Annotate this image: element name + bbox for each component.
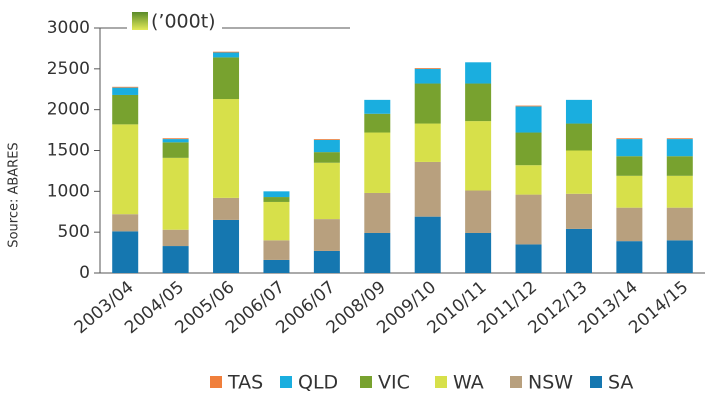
bar-segment: [414, 216, 441, 273]
bar-segment: [162, 138, 189, 140]
legend-label: TAS: [227, 372, 263, 394]
bar-segment: [112, 231, 139, 273]
bar-segment: [666, 139, 693, 157]
y-tick-label: 2500: [47, 59, 90, 79]
bar-segment: [515, 105, 542, 107]
bar-segment: [565, 99, 592, 124]
bar-segment: [565, 193, 592, 229]
bar-segment: [313, 139, 340, 140]
bar-segment: [465, 62, 492, 84]
bar-segment: [162, 142, 189, 158]
y-tick-label: 500: [58, 222, 90, 242]
y-tick-label: 1000: [47, 181, 90, 201]
source-note: Source: ABARES: [7, 142, 22, 247]
bar-segment: [213, 57, 240, 100]
bar-segment: [515, 244, 542, 273]
bar-segment: [112, 124, 139, 215]
bar-segment: [515, 194, 542, 245]
bar-segment: [414, 68, 441, 69]
bar-segment: [666, 156, 693, 176]
bar-segment: [565, 228, 592, 273]
legend-swatch: [435, 376, 447, 388]
bar-segment: [313, 250, 340, 273]
bar-segment: [666, 138, 693, 140]
legend-label: SA: [608, 372, 633, 394]
bar-segment: [263, 197, 290, 202]
bar-segment: [263, 201, 290, 241]
bar-segment: [364, 99, 391, 114]
bar-segment: [515, 132, 542, 166]
bar-segment: [364, 192, 391, 233]
bar-segment: [162, 139, 189, 143]
bar-segment: [515, 165, 542, 195]
bar-segment: [213, 51, 240, 53]
bar-segment: [213, 99, 240, 198]
bar-segment: [465, 190, 492, 233]
legend-swatch: [280, 376, 292, 388]
legend-label: WA: [453, 372, 484, 394]
legend-swatch: [210, 376, 222, 388]
bar-segment: [112, 214, 139, 232]
bar-segment: [162, 229, 189, 247]
bar-segment: [414, 68, 441, 84]
y-tick-label: 3000: [47, 18, 90, 38]
bar-segment: [263, 240, 290, 260]
bar-segment: [213, 219, 240, 273]
legend-label: QLD: [298, 372, 338, 394]
bar-segment: [414, 83, 441, 124]
bar-segment: [666, 175, 693, 208]
bar-segment: [515, 106, 542, 133]
bar-segment: [263, 259, 290, 273]
bar-segment: [364, 232, 391, 273]
bar-segment: [112, 87, 139, 95]
bar-segment: [414, 123, 441, 162]
bar-segment: [616, 175, 643, 208]
legend-swatch: [510, 376, 522, 388]
bar-segment: [112, 94, 139, 125]
bar-segment: [313, 219, 340, 251]
bar-segment: [666, 207, 693, 241]
bar-segment: [313, 152, 340, 163]
bar-segment: [263, 191, 290, 198]
bar-segment: [465, 232, 492, 273]
unit-label: (’000t): [151, 11, 216, 33]
bar-segment: [565, 150, 592, 194]
unit-swatch: [132, 12, 148, 30]
bar-segment: [313, 162, 340, 220]
bar-segment: [364, 113, 391, 133]
bar-segment: [465, 83, 492, 122]
legend-swatch: [360, 376, 372, 388]
bar-segment: [616, 207, 643, 242]
bar-segment: [616, 138, 643, 140]
y-tick-label: 2000: [47, 100, 90, 120]
bar-segment: [364, 132, 391, 193]
bar-segment: [616, 156, 643, 176]
legend-swatch: [590, 376, 602, 388]
bar-segment: [616, 241, 643, 273]
bar-segment: [666, 240, 693, 273]
bar-segment: [616, 139, 643, 157]
legend-label: NSW: [528, 372, 573, 394]
bar-segment: [313, 139, 340, 153]
bar-segment: [112, 86, 139, 88]
bar-segment: [213, 52, 240, 58]
y-tick-label: 0: [79, 263, 90, 283]
y-tick-label: 1500: [47, 141, 90, 161]
bar-segment: [162, 246, 189, 273]
bar-segment: [162, 157, 189, 230]
legend-label: VIC: [378, 372, 410, 394]
bar-segment: [465, 121, 492, 191]
bar-segment: [213, 197, 240, 220]
bar-segment: [565, 123, 592, 151]
bar-segment: [414, 161, 441, 217]
